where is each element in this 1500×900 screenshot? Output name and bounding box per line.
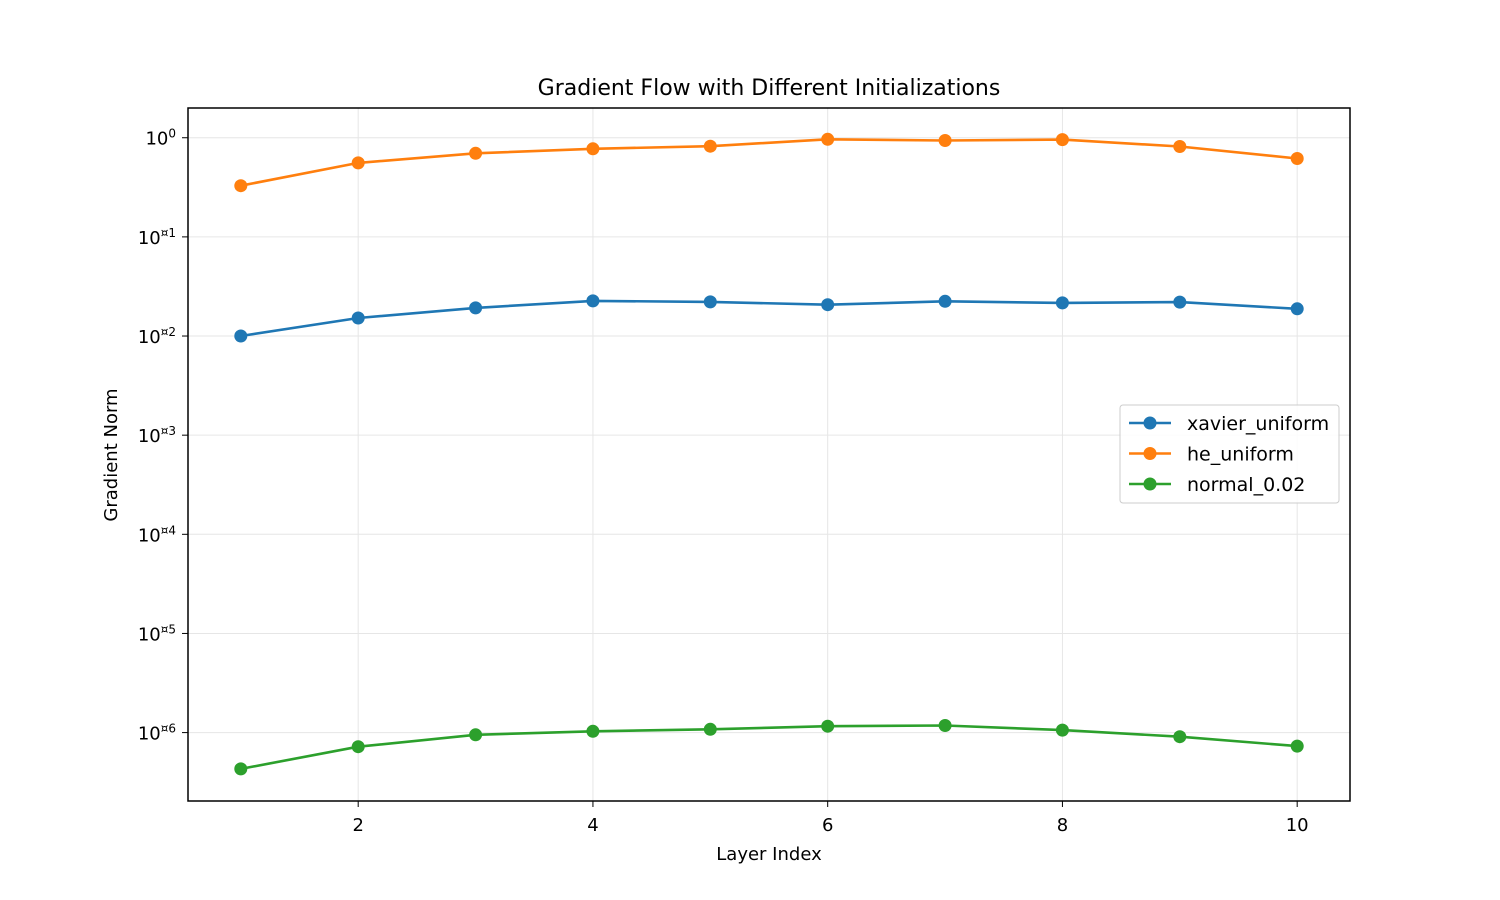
y-tick-label: 100 xyxy=(145,127,176,150)
x-tick-label: 4 xyxy=(587,815,598,836)
y-axis: 100 10¤1 10¤2 10¤3 10¤4 10¤5 10¤6 xyxy=(138,127,188,745)
series-line-xavier_uniform xyxy=(240,299,1298,338)
data-point-xavier_uniform xyxy=(703,295,717,309)
data-point-he_uniform xyxy=(821,132,835,146)
data-point-he_uniform xyxy=(234,179,248,193)
data-point-xavier_uniform xyxy=(821,298,835,312)
data-point-xavier_uniform xyxy=(586,294,600,308)
y-tick-label: 10¤1 xyxy=(138,226,176,249)
data-point-normal_0.02 xyxy=(234,762,248,776)
series-line-he_uniform xyxy=(240,138,1298,187)
data-point-he_uniform xyxy=(586,142,600,156)
data-point-he_uniform xyxy=(1173,140,1187,153)
data-point-xavier_uniform xyxy=(1290,302,1304,316)
data-point-he_uniform xyxy=(351,156,365,170)
data-point-he_uniform xyxy=(469,146,483,160)
y-tick-label: 10¤5 xyxy=(138,622,176,645)
data-point-he_uniform xyxy=(703,139,717,153)
legend-marker-he_uniform xyxy=(1143,447,1157,460)
data-point-xavier_uniform xyxy=(1173,295,1187,309)
data-point-xavier_uniform xyxy=(1055,296,1069,310)
data-point-he_uniform xyxy=(938,134,952,147)
data-point-xavier_uniform xyxy=(938,294,952,308)
legend-label: he_uniform xyxy=(1187,444,1294,466)
y-tick-label: 10¤6 xyxy=(138,722,176,745)
y-tick-label: 10¤4 xyxy=(138,523,176,546)
series-layer xyxy=(234,132,1304,776)
data-point-normal_0.02 xyxy=(821,719,835,733)
data-point-normal_0.02 xyxy=(1055,723,1069,737)
data-point-he_uniform xyxy=(1290,152,1304,165)
y-axis-label: Gradient Norm xyxy=(101,388,122,521)
x-axis-label: Layer Index xyxy=(716,844,822,865)
x-tick-label: 10 xyxy=(1286,815,1309,836)
legend-marker-normal_0.02 xyxy=(1143,477,1157,491)
data-point-normal_0.02 xyxy=(586,724,600,738)
data-point-normal_0.02 xyxy=(938,719,952,732)
legend-box xyxy=(1119,404,1340,504)
data-point-xavier_uniform xyxy=(469,301,483,315)
data-point-normal_0.02 xyxy=(469,728,483,742)
x-tick-label: 8 xyxy=(1057,815,1068,836)
y-tick-label: 10¤2 xyxy=(138,325,176,348)
legend: xavier_uniform he_uniform normal_0.02 xyxy=(1119,404,1340,504)
legend-label: xavier_uniform xyxy=(1187,413,1329,435)
legend-marker-xavier_uniform xyxy=(1143,416,1157,430)
series-line-normal_0.02 xyxy=(240,724,1298,771)
chart-title: Gradient Flow with Different Initializat… xyxy=(538,76,1001,101)
plot-frame xyxy=(187,107,1351,802)
data-point-normal_0.02 xyxy=(1290,739,1304,753)
x-tick-label: 2 xyxy=(352,815,363,836)
data-point-normal_0.02 xyxy=(1173,730,1187,744)
grid xyxy=(188,108,1350,801)
x-axis: 2 4 6 8 10 xyxy=(352,801,1309,836)
data-point-normal_0.02 xyxy=(351,740,365,754)
data-point-xavier_uniform xyxy=(351,311,365,325)
data-point-normal_0.02 xyxy=(703,722,717,736)
x-tick-label: 6 xyxy=(822,815,833,836)
data-point-he_uniform xyxy=(1055,133,1069,147)
data-point-xavier_uniform xyxy=(234,329,248,343)
legend-label: normal_0.02 xyxy=(1187,474,1305,496)
y-tick-label: 10¤3 xyxy=(138,424,176,447)
